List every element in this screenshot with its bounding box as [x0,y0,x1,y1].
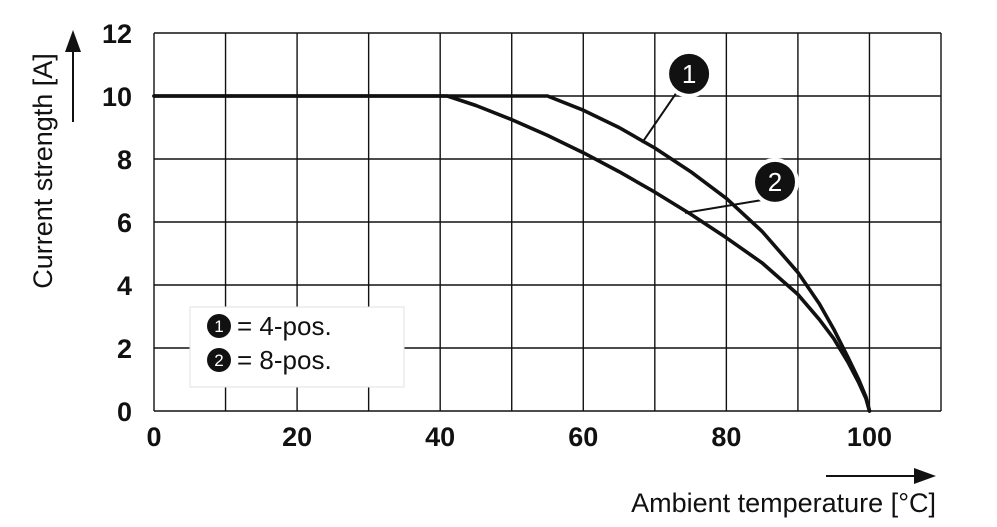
x-axis-arrow-head [914,468,936,484]
legend-badge-label-1: 1 [214,317,223,336]
y-tick-label: 8 [117,145,132,175]
legend-badge-2 [207,348,231,372]
x-tick-label: 0 [146,422,161,452]
axis-titles: Ambient temperature [°C] Current strengt… [28,30,936,518]
callout-leader-2 [684,198,764,214]
legend-badge-label-2: 2 [214,351,223,370]
x-tick-label: 60 [568,422,598,452]
callouts: 12 [641,49,800,214]
callout-badge-label-2: 2 [768,167,782,197]
callout-badge-label-1: 1 [682,59,696,89]
y-tick-label: 0 [117,397,132,427]
x-tick-label: 100 [847,422,892,452]
y-tick-label: 6 [117,208,132,238]
y-axis-label: Current strength [A] [28,53,58,289]
x-tick-label: 80 [711,422,741,452]
legend-label-2: = 8-pos. [237,345,332,375]
x-axis-label: Ambient temperature [°C] [631,488,936,518]
callout-leader-1 [641,91,678,144]
x-tick-label: 40 [425,422,455,452]
legend: 1 = 4-pos. 2 = 8-pos. [189,306,405,388]
y-tick-label: 10 [102,82,132,112]
y-tick-label: 4 [117,271,132,301]
callout-badge-1 [669,53,710,94]
y-tick-label: 12 [102,19,132,49]
series-line-2 [152,94,872,413]
y-axis-arrow-head [65,30,81,52]
legend-badge-1 [207,314,231,338]
series-lines [152,94,872,413]
x-tick-label: 20 [282,422,312,452]
callout-badge-2 [755,161,796,202]
legend-label-1: = 4-pos. [237,311,332,341]
y-tick-label: 2 [117,334,132,364]
